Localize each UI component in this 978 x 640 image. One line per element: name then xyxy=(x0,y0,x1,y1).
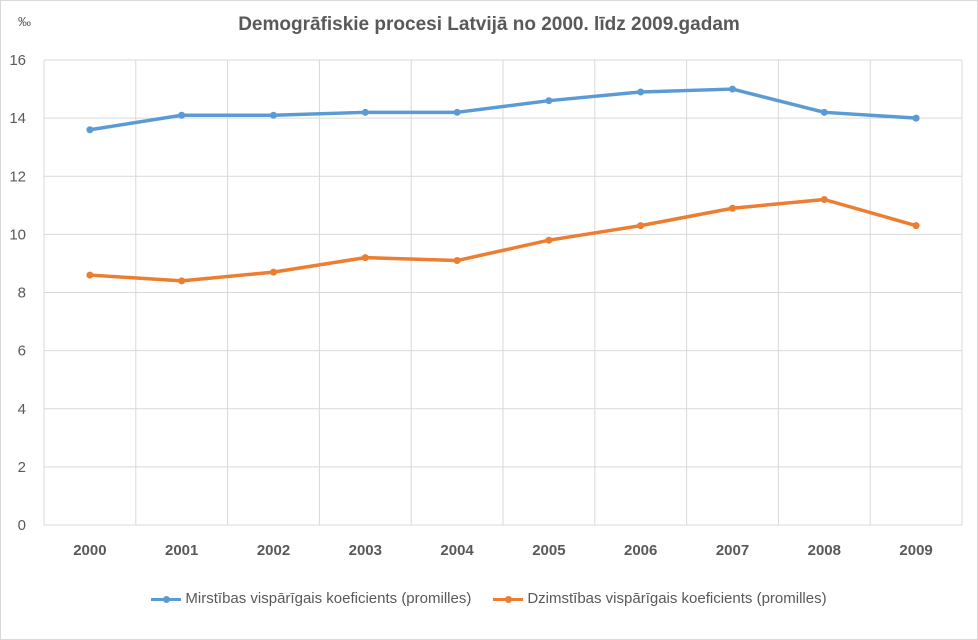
x-tick-label: 2003 xyxy=(349,542,382,559)
y-tick-label: 12 xyxy=(9,168,26,185)
x-tick-label: 2001 xyxy=(165,542,198,559)
data-point xyxy=(453,257,461,265)
data-point xyxy=(270,111,277,119)
data-point xyxy=(361,254,369,262)
legend-swatch xyxy=(493,594,524,604)
x-tick-label: 2006 xyxy=(624,542,657,559)
legend-item-birth: Dzimstības vispārīgais koeficients (prom… xyxy=(493,590,827,607)
data-point xyxy=(820,196,828,203)
data-point xyxy=(637,222,645,230)
data-point xyxy=(361,108,369,116)
data-point xyxy=(729,85,736,93)
x-tick-label: 2008 xyxy=(808,542,841,559)
x-tick-label: 2007 xyxy=(716,542,749,559)
data-point xyxy=(453,108,461,116)
data-point xyxy=(912,114,920,122)
data-point xyxy=(545,97,553,105)
legend: Mirstības vispārīgais koeficients (promi… xyxy=(0,590,978,607)
data-point xyxy=(637,88,645,96)
x-tick-label: 2005 xyxy=(532,542,565,559)
data-point xyxy=(729,204,736,212)
legend-item-mortality: Mirstības vispārīgais koeficients (promi… xyxy=(151,590,471,607)
data-point xyxy=(86,271,94,279)
data-point xyxy=(178,277,186,285)
data-point xyxy=(86,126,94,134)
y-tick-label: 6 xyxy=(18,343,26,360)
y-tick-label: 0 xyxy=(18,517,26,534)
series-line-1 xyxy=(89,197,917,283)
y-tick-label: 16 xyxy=(9,52,26,69)
data-point xyxy=(820,108,828,116)
series-line-0 xyxy=(89,87,917,132)
y-tick-label: 8 xyxy=(18,285,26,302)
y-tick-label: 4 xyxy=(18,401,26,418)
chart-title: Demogrāfiskie procesi Latvijā no 2000. l… xyxy=(238,14,740,35)
y-tick-label: 14 xyxy=(9,110,26,127)
x-tick-label: 2002 xyxy=(257,542,290,559)
x-tick-label: 2000 xyxy=(73,542,106,559)
x-tick-label: 2004 xyxy=(440,542,474,559)
y-tick-label: 10 xyxy=(9,226,26,243)
x-tick-label: 2009 xyxy=(899,542,932,559)
legend-label: Dzimstības vispārīgais koeficients (prom… xyxy=(527,590,827,607)
data-point xyxy=(270,268,277,276)
data-point xyxy=(178,111,186,119)
data-point xyxy=(912,222,920,230)
data-point xyxy=(545,236,553,244)
legend-swatch xyxy=(151,594,182,604)
y-axis-unit-label: ‰ xyxy=(18,14,31,29)
y-tick-label: 2 xyxy=(18,459,26,476)
legend-label: Mirstības vispārīgais koeficients (promi… xyxy=(185,590,472,607)
